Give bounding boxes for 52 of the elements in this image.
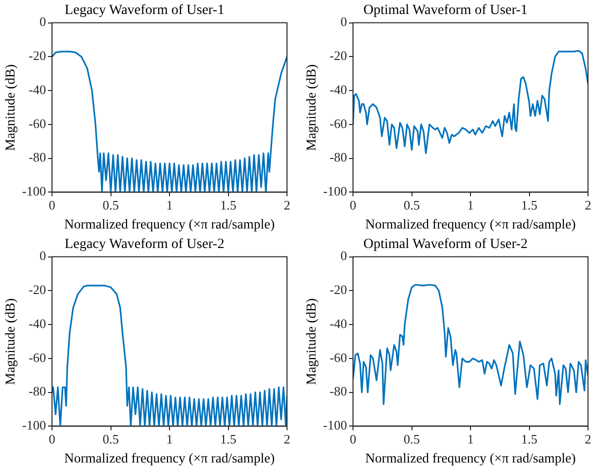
- y-tick-label: -80: [28, 384, 46, 399]
- y-tick-label: -60: [330, 116, 348, 131]
- y-tick-label: -100: [22, 418, 46, 433]
- x-tick-label: 1.5: [521, 431, 538, 446]
- chart-title: Optimal Waveform of User-2: [363, 237, 528, 252]
- x-axis-title: Normalized frequency (×π rad/sample): [64, 216, 275, 232]
- y-axis-title: Magnitude (dB): [304, 64, 319, 151]
- x-axis-title: Normalized frequency (×π rad/sample): [365, 450, 576, 466]
- y-tick-label: -80: [330, 384, 348, 399]
- y-tick-label: -20: [28, 48, 46, 64]
- x-tick-label: 0.5: [102, 197, 119, 212]
- x-tick-label: 2: [284, 431, 290, 446]
- y-tick-label: -40: [330, 82, 348, 97]
- x-tick-label: 0.5: [404, 197, 420, 212]
- y-tick-label: -80: [28, 150, 46, 165]
- y-tick-label: -100: [323, 184, 348, 199]
- y-tick-label: -20: [330, 282, 348, 298]
- y-tick-label: -100: [323, 418, 348, 433]
- y-tick-label: -100: [22, 184, 46, 199]
- x-tick-label: 0.5: [404, 431, 420, 446]
- y-tick-label: -40: [330, 316, 348, 331]
- y-tick-label: 0: [340, 14, 348, 30]
- x-tick-label: 1.5: [521, 197, 538, 212]
- x-tick-label: 1: [467, 197, 474, 212]
- x-tick-label: 1: [166, 431, 173, 446]
- x-tick-label: 2: [584, 431, 592, 446]
- x-tick-label: 2: [584, 197, 592, 212]
- chart-title: Legacy Waveform of User-1: [64, 3, 224, 18]
- x-axis-title: Normalized frequency (×π rad/sample): [64, 450, 275, 466]
- chart-title: Optimal Waveform of User-1: [363, 3, 528, 18]
- x-tick-label: 0.5: [102, 431, 119, 446]
- x-tick-label: 1: [467, 431, 474, 446]
- y-tick-label: -60: [28, 350, 46, 365]
- y-axis-title: Magnitude (dB): [2, 64, 18, 151]
- y-tick-label: -80: [330, 150, 348, 165]
- y-tick-label: 0: [40, 248, 46, 264]
- y-tick-label: -60: [28, 116, 46, 131]
- y-tick-label: -40: [28, 82, 46, 97]
- chart-title: Legacy Waveform of User-2: [64, 237, 224, 252]
- x-axis-title: Normalized frequency (×π rad/sample): [365, 216, 576, 232]
- y-tick-label: 0: [40, 14, 46, 30]
- y-tick-label: 0: [340, 248, 348, 264]
- y-tick-label: -20: [28, 282, 46, 298]
- x-tick-label: 2: [284, 197, 290, 212]
- y-tick-label: -20: [330, 48, 348, 64]
- y-tick-label: -60: [330, 350, 348, 365]
- x-tick-label: 1: [166, 197, 173, 212]
- x-tick-label: 1.5: [220, 431, 236, 446]
- y-axis-title: Magnitude (dB): [304, 298, 319, 385]
- x-tick-label: 1.5: [220, 197, 236, 212]
- y-axis-title: Magnitude (dB): [2, 298, 18, 385]
- y-tick-label: -40: [28, 316, 46, 331]
